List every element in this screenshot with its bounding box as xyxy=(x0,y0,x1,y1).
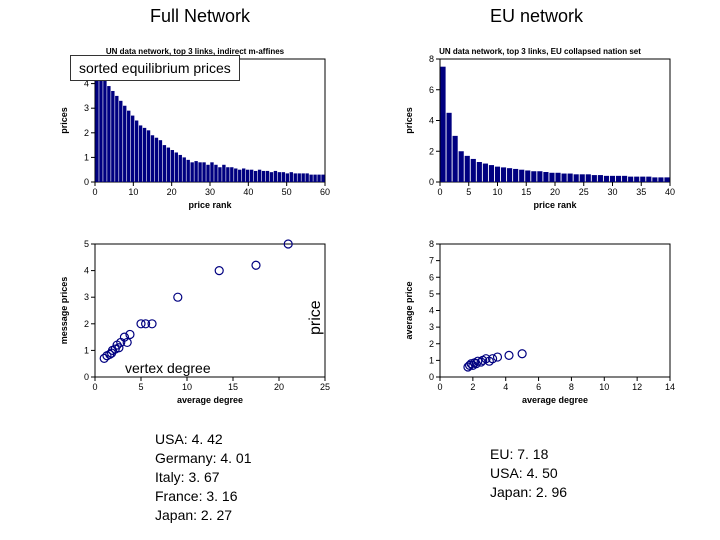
svg-text:15: 15 xyxy=(228,382,238,392)
left-column-header: Full Network xyxy=(150,6,250,27)
result-line: Japan: 2. 27 xyxy=(155,506,252,525)
svg-text:average degree: average degree xyxy=(522,395,588,405)
sorted-prices-annotation: sorted equilibrium prices xyxy=(70,55,240,81)
svg-text:30: 30 xyxy=(607,187,617,197)
svg-text:0: 0 xyxy=(429,372,434,382)
svg-text:5: 5 xyxy=(429,289,434,299)
svg-text:10: 10 xyxy=(599,382,609,392)
svg-text:4: 4 xyxy=(429,306,434,316)
result-line: Italy: 3. 67 xyxy=(155,468,252,487)
svg-text:4: 4 xyxy=(84,266,89,276)
bottom-left-chart: 0 5 10 15 20 25 0 1 2 3 4 5 average degree message pr… xyxy=(55,230,335,405)
svg-text:40: 40 xyxy=(665,187,675,197)
svg-text:6: 6 xyxy=(536,382,541,392)
svg-text:average degree: average degree xyxy=(177,395,243,405)
result-line: France: 3. 16 xyxy=(155,487,252,506)
result-line: USA: 4. 42 xyxy=(155,430,252,449)
svg-text:10: 10 xyxy=(182,382,192,392)
svg-text:12: 12 xyxy=(632,382,642,392)
svg-text:8: 8 xyxy=(429,239,434,249)
svg-text:25: 25 xyxy=(320,382,330,392)
svg-text:6: 6 xyxy=(429,272,434,282)
bottom-right-chart: 02468101214012345678average degreeaverag… xyxy=(400,230,680,405)
svg-text:0: 0 xyxy=(437,187,442,197)
svg-text:30: 30 xyxy=(205,187,215,197)
svg-text:8: 8 xyxy=(569,382,574,392)
vertex-degree-annotation: vertex degree xyxy=(125,360,211,376)
svg-text:prices: prices xyxy=(59,107,69,134)
svg-text:4: 4 xyxy=(503,382,508,392)
svg-text:1: 1 xyxy=(84,152,89,162)
svg-text:6: 6 xyxy=(429,85,434,95)
svg-text:7: 7 xyxy=(429,256,434,266)
svg-text:8: 8 xyxy=(429,54,434,64)
svg-text:2: 2 xyxy=(470,382,475,392)
svg-text:25: 25 xyxy=(579,187,589,197)
svg-text:20: 20 xyxy=(274,382,284,392)
svg-text:4: 4 xyxy=(429,116,434,126)
svg-text:price rank: price rank xyxy=(533,200,577,210)
svg-text:0: 0 xyxy=(92,382,97,392)
result-line: EU: 7. 18 xyxy=(490,445,567,464)
svg-text:14: 14 xyxy=(665,382,675,392)
svg-text:35: 35 xyxy=(636,187,646,197)
svg-text:50: 50 xyxy=(282,187,292,197)
svg-text:0: 0 xyxy=(92,187,97,197)
svg-text:0: 0 xyxy=(429,177,434,187)
price-axis-annotation: price xyxy=(307,300,325,335)
svg-text:prices: prices xyxy=(404,107,414,134)
svg-text:20: 20 xyxy=(550,187,560,197)
svg-text:0: 0 xyxy=(84,177,89,187)
svg-text:5: 5 xyxy=(138,382,143,392)
svg-text:20: 20 xyxy=(167,187,177,197)
svg-text:0: 0 xyxy=(84,372,89,382)
svg-text:2: 2 xyxy=(429,339,434,349)
svg-text:1: 1 xyxy=(84,345,89,355)
result-line: Germany: 4. 01 xyxy=(155,449,252,468)
svg-text:3: 3 xyxy=(84,103,89,113)
results-right: EU: 7. 18 USA: 4. 50 Japan: 2. 96 xyxy=(490,445,567,502)
svg-text:5: 5 xyxy=(84,239,89,249)
svg-text:2: 2 xyxy=(84,319,89,329)
svg-text:15: 15 xyxy=(521,187,531,197)
svg-text:3: 3 xyxy=(84,292,89,302)
svg-text:average price: average price xyxy=(404,281,414,339)
svg-text:2: 2 xyxy=(84,128,89,138)
svg-text:1: 1 xyxy=(429,355,434,365)
svg-text:60: 60 xyxy=(320,187,330,197)
result-line: USA: 4. 50 xyxy=(490,464,567,483)
svg-text:40: 40 xyxy=(243,187,253,197)
top-right-chart: UN data network, top 3 links, EU collaps… xyxy=(400,45,680,210)
svg-text:price rank: price rank xyxy=(188,200,232,210)
svg-text:10: 10 xyxy=(492,187,502,197)
svg-text:3: 3 xyxy=(429,322,434,332)
svg-text:0: 0 xyxy=(437,382,442,392)
svg-text:UN data network, top 3 links,: UN data network, top 3 links, EU collaps… xyxy=(439,47,641,56)
svg-text:5: 5 xyxy=(466,187,471,197)
svg-text:10: 10 xyxy=(128,187,138,197)
results-left: USA: 4. 42 Germany: 4. 01 Italy: 3. 67 F… xyxy=(155,430,252,524)
right-column-header: EU network xyxy=(490,6,583,27)
svg-text:message prices: message prices xyxy=(59,277,69,345)
result-line: Japan: 2. 96 xyxy=(490,483,567,502)
svg-text:2: 2 xyxy=(429,146,434,156)
